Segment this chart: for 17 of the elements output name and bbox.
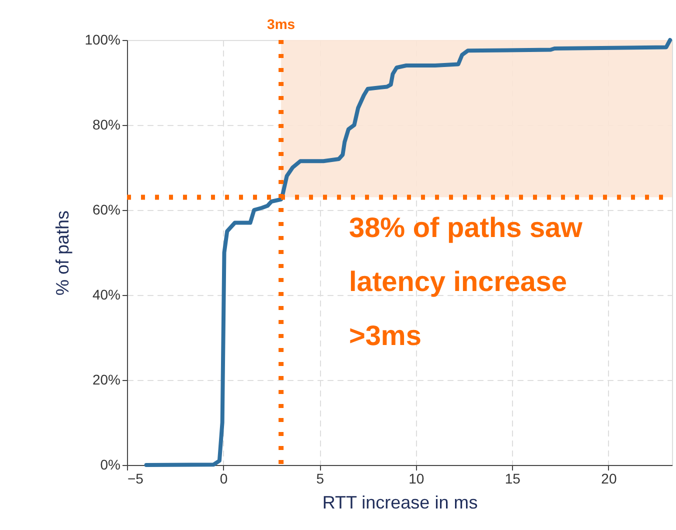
x-tick-label: −5 [128,470,144,486]
ref-line-label: 3ms [267,16,296,32]
y-tick-label: 80% [92,116,120,132]
line-series [144,38,672,467]
x-tick-label: 0 [220,470,228,486]
x-tick-label: 15 [504,470,521,486]
y-tick-label: 60% [92,202,120,218]
y-tick-label: 100% [84,32,120,48]
x-tick-label: 5 [316,470,324,486]
y-axis-title: % of paths [52,210,73,296]
x-axis-title: RTT increase in ms [322,492,478,512]
y-tick-label: 20% [92,372,120,388]
x-tick-label: 10 [408,470,424,486]
y-tick-label: 0% [100,456,120,472]
annotation: 38% of paths saw latency increase >3ms [349,212,583,351]
y-tick-label: 40% [92,286,120,302]
x-tick-label: 20 [601,470,617,486]
